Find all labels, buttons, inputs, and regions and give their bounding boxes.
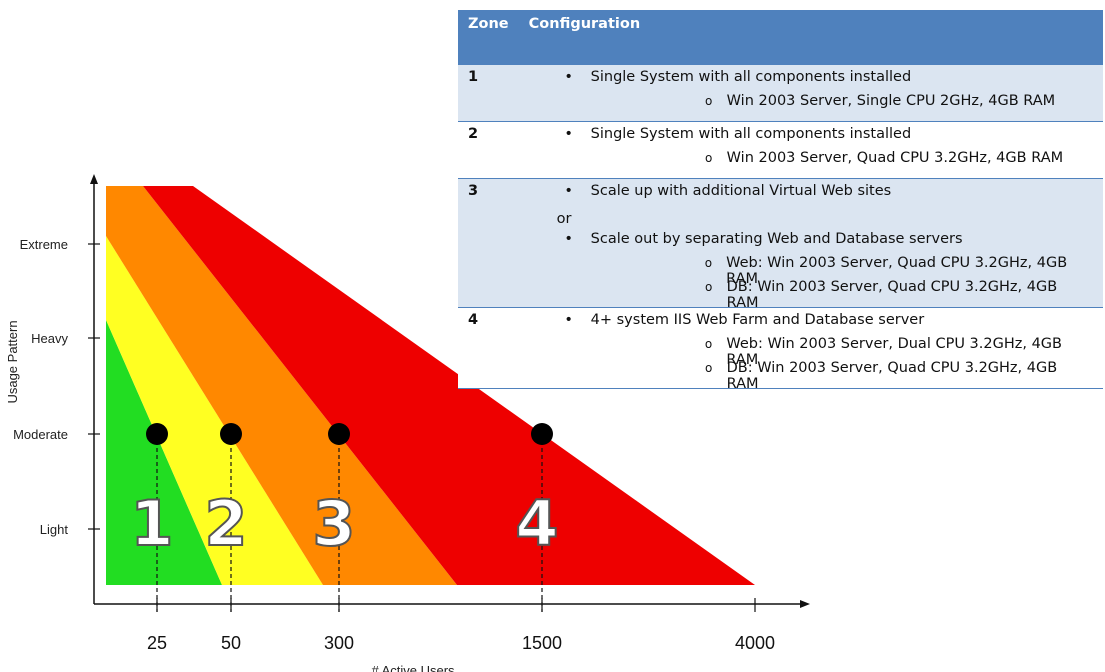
zone-4-number: 4 (515, 487, 558, 560)
circle-bullet-icon: o (704, 361, 713, 375)
x-axis-arrow-icon (800, 600, 810, 608)
circle-bullet-icon: o (704, 256, 713, 270)
zone-cell: 1 (458, 64, 519, 122)
zone-column-header: Zone (458, 10, 519, 65)
x-axis-label: # Active Users (371, 663, 455, 672)
item-text: Single System with all components instal… (590, 126, 912, 142)
configuration-column-header: Configuration (518, 10, 1103, 65)
item-text: 4+ system IIS Web Farm and Database serv… (590, 312, 925, 328)
item-text: DB: Win 2003 Server, Quad CPU 3.2GHz, 4G… (726, 279, 1058, 311)
zone-cell: 3 (458, 178, 519, 308)
bullet-icon: • (564, 231, 573, 247)
sub-item: o DB: Win 2003 Server, Quad CPU 3.2GHz, 4… (529, 279, 1093, 311)
usage-level-label: Extreme (20, 237, 68, 252)
bullet-icon: • (564, 312, 573, 328)
zone-2-number: 2 (204, 487, 247, 560)
user-count-label: 25 (147, 633, 167, 653)
item-text: Scale up with additional Virtual Web sit… (590, 183, 892, 199)
user-count-label: 4000 (735, 633, 775, 653)
y-axis-label: Usage Pattern (5, 320, 20, 403)
item-text: DB: Win 2003 Server, Quad CPU 3.2GHz, 4G… (726, 360, 1058, 392)
zone-1-marker (146, 423, 168, 445)
item-text: Single System with all components instal… (590, 69, 912, 85)
zone-3-band (106, 186, 457, 585)
zone-cell: 2 (458, 121, 519, 179)
configuration-table: Zone Configuration 1 • Single System with … (458, 10, 1103, 392)
configuration-cell: • Single System with all components insta… (518, 64, 1103, 122)
usage-level-label: Heavy (31, 331, 68, 346)
configuration-cell: • 4+ system IIS Web Farm and Database ser… (518, 307, 1103, 392)
item-text: Web: Win 2003 Server, Quad CPU 3.2GHz, 4… (726, 255, 1068, 287)
table-row: 4 • 4+ system IIS Web Farm and Database se… (458, 307, 1103, 392)
bullet-icon: • (564, 183, 573, 199)
circle-bullet-icon: o (704, 94, 713, 108)
zone-4-marker (531, 423, 553, 445)
item-text: Web: Win 2003 Server, Dual CPU 3.2GHz, 4… (726, 336, 1062, 368)
bullet-icon: • (564, 69, 573, 85)
configuration-cell: • Scale up with additional Virtual Web si… (518, 178, 1103, 311)
configuration-cell: • Single System with all components insta… (518, 121, 1103, 179)
zone-cell: 4 (458, 307, 519, 389)
bullet-item: • Scale up with additional Virtual Web si… (529, 183, 1093, 207)
sub-item: o Web: Win 2003 Server, Dual CPU 3.2GHz, … (529, 336, 1093, 368)
table-row: 3 • Scale up with additional Virtual Web s… (458, 178, 1103, 311)
circle-bullet-icon: o (704, 280, 713, 294)
item-text: Win 2003 Server, Quad CPU 3.2GHz, 4GB RA… (726, 150, 1064, 166)
user-count-label: 300 (324, 633, 354, 653)
table-row: 2 • Single System with all components inst… (458, 121, 1103, 179)
zone-1-number: 1 (130, 487, 173, 560)
bullet-item: • Single System with all components insta… (529, 126, 1093, 150)
table-header-row: Zone Configuration (458, 10, 1103, 65)
item-text: Scale out by separating Web and Database… (590, 231, 963, 247)
zone-3-number: 3 (312, 487, 355, 560)
sub-item: o Win 2003 Server, Single CPU 2GHz, 4GB R… (529, 93, 1093, 117)
zone-4-band (143, 186, 755, 585)
user-count-label: 1500 (522, 633, 562, 653)
item-text: Win 2003 Server, Single CPU 2GHz, 4GB RA… (726, 93, 1056, 109)
conjunction-text: or (556, 211, 572, 227)
zone-3-marker (328, 423, 350, 445)
sub-item: o Web: Win 2003 Server, Quad CPU 3.2GHz, … (529, 255, 1093, 287)
bullet-item: • 4+ system IIS Web Farm and Database ser… (529, 312, 1093, 336)
circle-bullet-icon: o (704, 337, 713, 351)
usage-level-label: Moderate (13, 427, 68, 442)
sub-item: o Win 2003 Server, Quad CPU 3.2GHz, 4GB R… (529, 150, 1093, 174)
zone-2-marker (220, 423, 242, 445)
user-count-label: 50 (221, 633, 241, 653)
bullet-item: • Scale out by separating Web and Databas… (529, 231, 1093, 255)
sub-item: o DB: Win 2003 Server, Quad CPU 3.2GHz, 4… (529, 360, 1093, 392)
bullet-item: • Single System with all components insta… (529, 69, 1093, 93)
y-axis-arrow-icon (90, 174, 98, 184)
table-row: 1 • Single System with all components inst… (458, 64, 1103, 122)
bullet-icon: • (564, 126, 573, 142)
usage-level-label: Light (40, 522, 69, 537)
circle-bullet-icon: o (704, 151, 713, 165)
